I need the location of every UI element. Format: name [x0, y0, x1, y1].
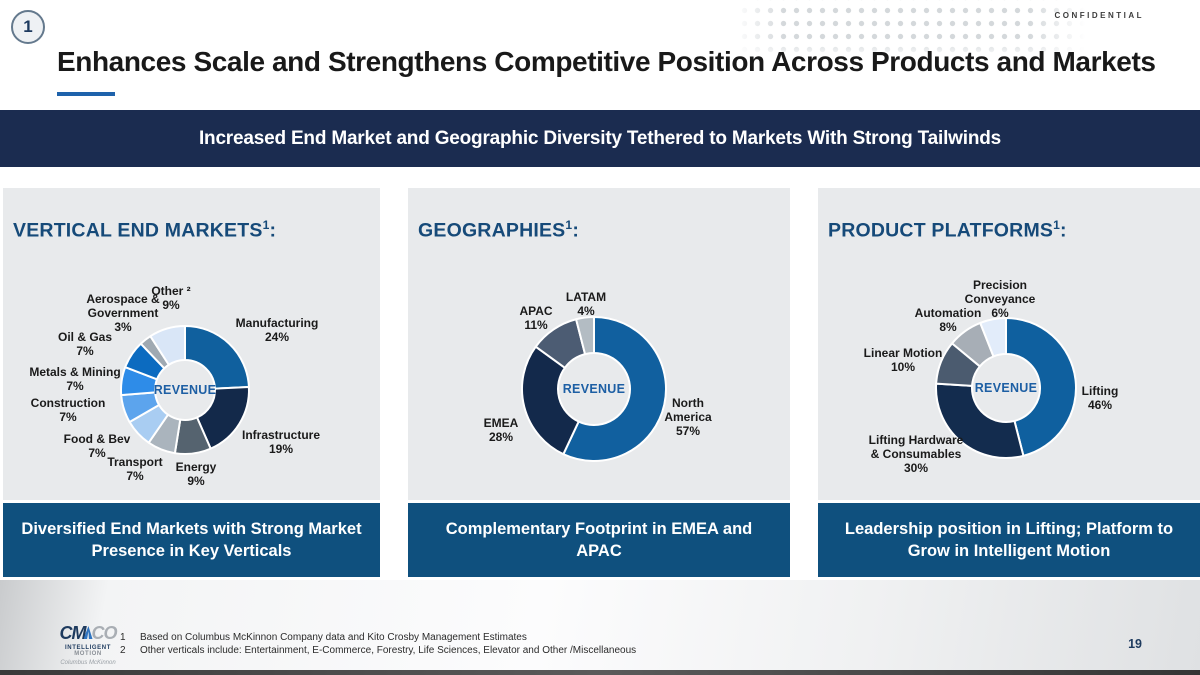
- caption-geographies: Complementary Footprint in EMEA and APAC: [408, 503, 790, 577]
- subtitle-banner: Increased End Market and Geographic Dive…: [0, 110, 1200, 167]
- caption-product-platforms: Leadership position in Lifting; Platform…: [818, 503, 1200, 577]
- logo-cm-text: CM: [59, 623, 87, 643]
- caption-vertical-end-markets: Diversified End Markets with Strong Mark…: [3, 503, 380, 577]
- panel-heading-vertical-end-markets: VERTICAL END MARKETS1:: [13, 218, 276, 243]
- logo-cmco: CM CO: [55, 624, 121, 642]
- page-number: 19: [1128, 637, 1142, 651]
- footnote-2: 2 Other verticals include: Entertainment…: [120, 644, 636, 657]
- footnote-text: Based on Columbus McKinnon Company data …: [140, 632, 527, 643]
- company-logo: CM CO INTELLIGENT MOTION Columbus McKinno…: [55, 624, 121, 666]
- caption-text: Diversified End Markets with Strong Mark…: [21, 520, 362, 560]
- footnote-text: Other verticals include: Entertainment, …: [140, 645, 637, 656]
- segment-label-aerospace-government: Aerospace & Government 3%: [86, 292, 160, 334]
- segment-label-construction: Construction 7%: [30, 396, 106, 424]
- caption-text: Leadership position in Lifting; Platform…: [844, 520, 1174, 560]
- segment-label-energy: Energy 9%: [175, 460, 217, 488]
- segment-label-manufacturing: Manufacturing 24%: [235, 316, 319, 344]
- heading-colon: :: [269, 219, 277, 242]
- subtitle-banner-text: Increased End Market and Geographic Dive…: [198, 127, 1002, 149]
- segment-label-automation: Automation 8%: [914, 306, 982, 334]
- logo-intelligent-text: INTELLIGENT: [65, 645, 111, 651]
- segment-label-latam: LATAM 4%: [565, 290, 607, 318]
- donut-slice-lifting-hardware-consumables: [935, 382, 1025, 459]
- heading-footnote-marker: 1: [565, 218, 573, 232]
- segment-label-lifting: Lifting 46%: [1081, 384, 1119, 412]
- heading-colon: :: [572, 219, 580, 242]
- segment-label-emea: EMEA 28%: [483, 416, 519, 444]
- logo-motion-text: MOTION: [74, 651, 102, 657]
- footnote-number: 1: [120, 632, 126, 643]
- donut-center-label: REVENUE: [562, 382, 626, 396]
- halftone-dots-pattern: [735, 0, 1085, 58]
- segment-label-transport: Transport 7%: [107, 455, 163, 483]
- segment-label-precision-conveyance: Precision Conveyance 6%: [964, 278, 1036, 320]
- segment-label-apac: APAC 11%: [519, 304, 553, 332]
- footnotes: 1 Based on Columbus McKinnon Company dat…: [120, 631, 636, 657]
- segment-label-food-bev: Food & Bev 7%: [63, 432, 131, 460]
- segment-label-north-america: North America 57%: [664, 396, 712, 438]
- caption-text: Complementary Footprint in EMEA and APAC: [445, 520, 753, 560]
- title-underline: [57, 92, 115, 96]
- bottom-edge-strip: [0, 670, 1200, 675]
- segment-label-other: Other ² 9%: [151, 284, 191, 312]
- footnote-number: 2: [120, 645, 126, 656]
- donut-slice-latam: [575, 316, 595, 356]
- panel-heading-product-platforms: PRODUCT PLATFORMS1:: [828, 218, 1067, 243]
- segment-label-infrastructure: Infrastructure 19%: [241, 428, 321, 456]
- donut-slice-north-america: [562, 316, 667, 462]
- panel-heading-geographies: GEOGRAPHIES1:: [418, 218, 579, 243]
- logo-wedge-icon: [83, 626, 93, 639]
- slide-number-badge: 1: [11, 10, 45, 44]
- donut-center-label: REVENUE: [974, 381, 1038, 395]
- donut-slice-other: [149, 325, 186, 366]
- heading-text: VERTICAL END MARKETS: [13, 219, 263, 242]
- heading-text: PRODUCT PLATFORMS: [828, 219, 1054, 242]
- segment-label-lifting-hardware-consumables: Lifting Hardware & Consumables 30%: [868, 433, 964, 475]
- footnote-1: 1 Based on Columbus McKinnon Company dat…: [120, 631, 636, 644]
- segment-label-linear-motion: Linear Motion 10%: [863, 346, 943, 374]
- logo-company-name: Columbus McKinnon: [60, 660, 116, 666]
- logo-co-text: CO: [91, 623, 118, 643]
- confidential-label: CONFIDENTIAL: [1054, 11, 1144, 20]
- heading-text: GEOGRAPHIES: [418, 219, 566, 242]
- donut-slice-emea: [521, 345, 580, 456]
- segment-label-metals-mining: Metals & Mining 7%: [29, 365, 121, 393]
- logo-tagline: INTELLIGENT MOTION: [55, 645, 121, 657]
- heading-footnote-marker: 1: [262, 218, 270, 232]
- donut-slice-precision-conveyance: [979, 317, 1007, 358]
- footer-gradient: [0, 580, 1200, 670]
- segment-label-oil-gas: Oil & Gas 7%: [57, 330, 113, 358]
- heading-footnote-marker: 1: [1053, 218, 1061, 232]
- slide-title: Enhances Scale and Strengthens Competiti…: [57, 45, 1156, 77]
- donut-center-label: REVENUE: [153, 383, 217, 397]
- donut-slice-lifting: [1005, 317, 1077, 457]
- heading-colon: :: [1060, 219, 1067, 242]
